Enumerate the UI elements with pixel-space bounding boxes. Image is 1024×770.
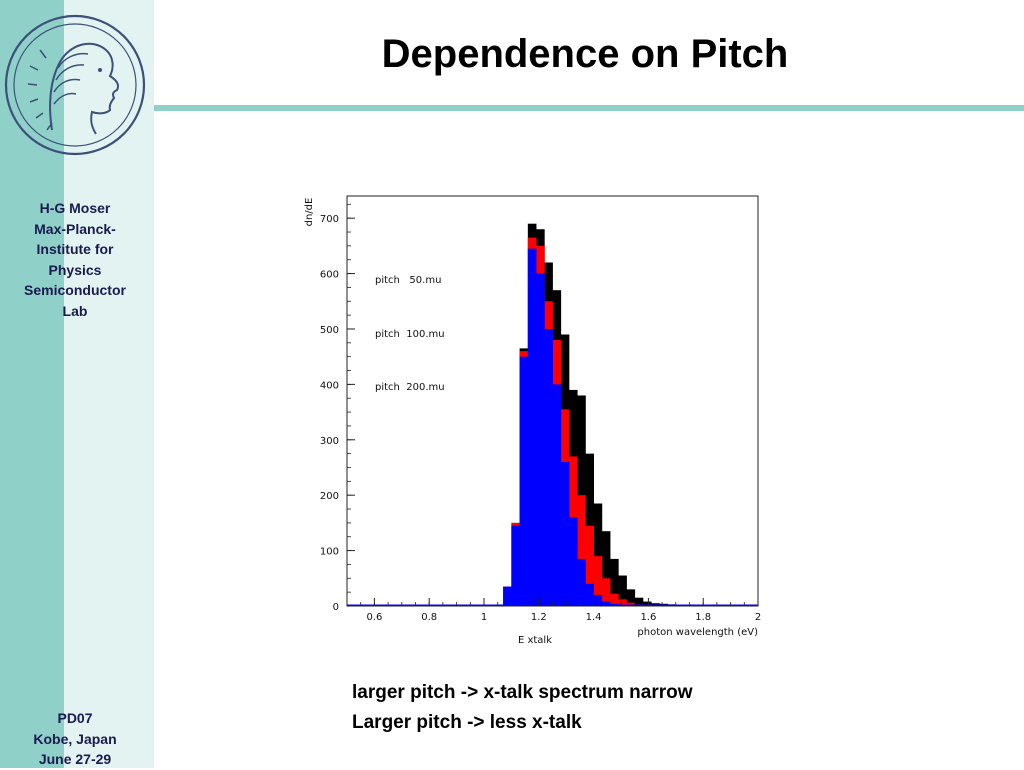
histogram-bar-series-2 — [503, 586, 512, 606]
y-tick-label: 600 — [320, 270, 339, 281]
histogram-bar-series-0 — [626, 589, 636, 606]
histogram-bar-series-2 — [552, 384, 562, 606]
x-tick-label: 1.2 — [531, 612, 547, 623]
minerva-head-logo-icon — [4, 14, 146, 156]
caption-line: larger pitch -> x-talk spectrum narrow — [352, 682, 693, 703]
histogram-bar-series-2 — [560, 461, 570, 606]
affiliation-line: Physics — [48, 261, 102, 278]
affiliation-line: Max-Planck- — [34, 220, 116, 237]
affiliation-line: Lab — [62, 302, 88, 319]
histogram-bar-series-1 — [585, 525, 594, 606]
histogram-bar-series-0 — [618, 575, 627, 606]
x-tick-label: 1 — [481, 612, 487, 623]
histogram-bar-series-1 — [593, 556, 603, 606]
y-tick-label: 200 — [320, 491, 339, 502]
histogram-bar-series-2 — [544, 328, 553, 606]
histogram-bar-series-1 — [610, 593, 619, 606]
histogram-bar-series-1 — [626, 602, 636, 606]
histogram-bar-series-1 — [577, 495, 586, 606]
histogram-bar-series-1 — [618, 599, 627, 606]
title-divider — [154, 105, 1024, 111]
affiliation-line: H-G Moser — [39, 200, 111, 216]
affiliation-block: H-G Moser Max-Planck- Institute for Phys… — [0, 198, 150, 321]
histogram-bar-series-0 — [642, 601, 652, 606]
x-tick-label: 1.8 — [695, 612, 711, 623]
histogram-bar-series-2 — [519, 356, 529, 606]
legend-entry: pitch 50.mu — [375, 275, 441, 286]
y-tick-label: 400 — [320, 380, 339, 391]
histogram-bar-series-2 — [601, 601, 611, 606]
caption-block: larger pitch -> x-talk spectrum narrow L… — [352, 678, 693, 738]
legend-entry: pitch 200.mu — [375, 382, 445, 393]
x-tick-label: 1.4 — [586, 612, 602, 623]
histogram-bar-series-1 — [601, 578, 611, 606]
histogram-bar-series-2 — [511, 525, 521, 606]
histogram-bar-series-2 — [527, 248, 537, 606]
histogram-bar-series-0 — [610, 558, 619, 606]
conference-line: Kobe, Japan — [33, 730, 117, 747]
histogram-bar-series-2 — [585, 583, 594, 606]
x-tick-label: 0.8 — [421, 612, 437, 623]
x-axis-secondary-label: photon wavelength (eV) — [637, 627, 758, 638]
x-axis-label: E xtalk — [518, 635, 552, 646]
histogram-chart: 0.6 0.8 1 1.2 1.4 1.6 1.8 2 0 100 200 300 400 500 600 7… — [304, 195, 761, 646]
histogram-bar-series-0 — [634, 597, 644, 606]
histogram-bar-series-2 — [577, 558, 586, 606]
y-tick-label: 500 — [320, 325, 339, 336]
conference-line: PD07 — [57, 710, 93, 726]
histogram-bar-series-2 — [536, 273, 545, 606]
histogram-bar-series-0 — [593, 503, 603, 606]
affiliation-line: Semiconductor — [24, 282, 126, 298]
histogram-bar-series-2 — [568, 517, 578, 606]
conference-line: June 27-29 — [38, 751, 112, 767]
x-tick-label: 2 — [755, 612, 761, 623]
y-tick-label: 0 — [333, 602, 339, 613]
caption-line: Larger pitch -> less x-talk — [352, 712, 582, 733]
y-tick-label: 700 — [320, 214, 339, 225]
conference-block: PD07 Kobe, Japan June 27-29 — [0, 708, 150, 770]
y-axis-label: dn/dE — [304, 198, 315, 227]
affiliation-line: Institute for — [36, 241, 114, 257]
x-tick-label: 1.6 — [640, 612, 656, 623]
y-tick-label: 100 — [320, 547, 339, 558]
sidebar-light-band — [64, 0, 154, 768]
x-tick-label: 0.6 — [366, 612, 382, 623]
legend-entry: pitch 100.mu — [375, 329, 445, 340]
histogram-bar-series-2 — [593, 594, 603, 606]
histogram-bar-series-0 — [601, 531, 611, 606]
page-title: Dependence on Pitch — [381, 32, 789, 76]
y-tick-label: 300 — [320, 436, 339, 447]
